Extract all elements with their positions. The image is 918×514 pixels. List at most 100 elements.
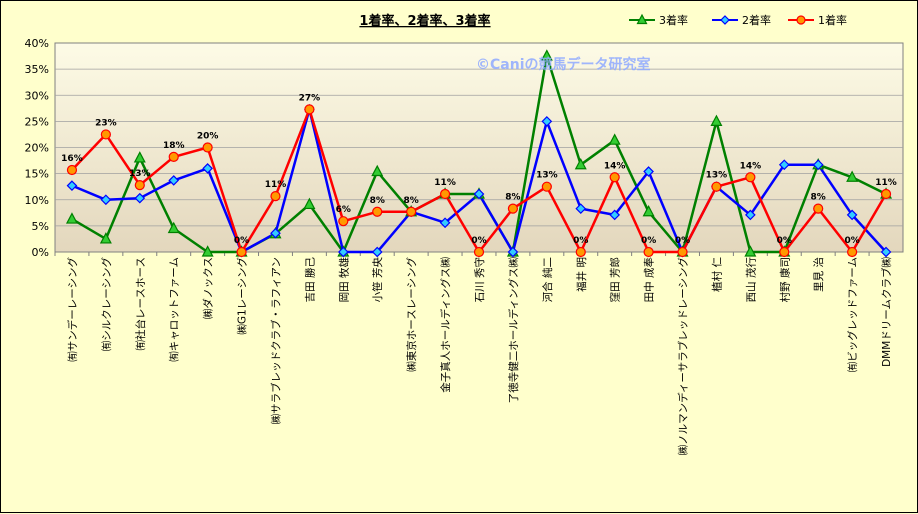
data-point (270, 227, 281, 239)
x-tick-label: ㈱ノルマンディーサラブレッドレーシング (677, 257, 690, 456)
data-point (643, 246, 654, 258)
data-point (541, 116, 553, 127)
x-tick-label: 金子真人ホールディングス㈱ (439, 257, 452, 393)
data-label: 13% (706, 171, 728, 181)
x-tick-label: 田中 成奉 (643, 257, 656, 303)
data-label: 0% (641, 236, 656, 246)
data-point (168, 175, 180, 186)
data-point (371, 164, 384, 177)
data-label: 11% (265, 180, 287, 190)
data-point (608, 133, 621, 145)
y-tick-label: 25% (25, 115, 49, 128)
data-point (439, 217, 451, 229)
data-label: 6% (336, 205, 351, 215)
data-label: 8% (811, 193, 826, 203)
data-point (439, 188, 451, 200)
data-label: 13% (536, 171, 558, 181)
data-point (711, 181, 722, 192)
data-label: 0% (234, 236, 249, 246)
chart-title: 1着率、2着率、3着率 (359, 13, 490, 29)
data-point (575, 246, 586, 258)
data-point (574, 157, 587, 170)
data-point (65, 212, 78, 224)
x-tick-label: 福井 明 (575, 257, 588, 292)
data-point (846, 209, 858, 221)
data-point (847, 246, 858, 258)
data-point (236, 246, 247, 258)
data-point (100, 129, 111, 140)
data-point (371, 246, 383, 258)
data-point (744, 245, 757, 257)
data-point (745, 209, 756, 221)
data-point (880, 188, 892, 200)
legend-label: 2着率 (742, 13, 771, 27)
data-point (337, 246, 349, 258)
data-point (202, 163, 213, 174)
data-label: 8% (505, 193, 520, 203)
legend-label: 3着率 (659, 13, 688, 27)
data-point (99, 232, 112, 244)
data-point (304, 104, 315, 115)
data-point (710, 114, 723, 126)
data-point (338, 216, 349, 227)
data-label: 13% (129, 169, 151, 179)
data-point (541, 181, 552, 192)
data-point (372, 206, 383, 217)
data-point (813, 203, 824, 214)
data-point (778, 159, 790, 171)
x-tick-label: ㈱サラブレッドクラブ・ラフィアン (269, 257, 282, 424)
data-point (575, 203, 587, 214)
data-label: 0% (471, 236, 486, 246)
series-markers (65, 49, 893, 258)
data-label: 11% (875, 178, 897, 188)
y-tick-label: 10% (25, 194, 49, 207)
x-tick-label: 了徳寺健二ホールディングス㈱ (507, 257, 520, 404)
data-point (846, 170, 859, 182)
data-label: 0% (675, 236, 690, 246)
data-point (642, 204, 655, 217)
data-point (100, 194, 112, 206)
data-labels: 16% 23% 13% 18% 20% 0% 11% 27% 6% 8% 8% 11% 0% 8% 13% 0… (61, 93, 897, 246)
x-tick-label: ㈱東京ホースレーシング (405, 257, 418, 372)
y-tick-label: 35% (25, 63, 49, 76)
x-tick-label: 植村 仁 (710, 257, 723, 292)
x-tick-label: 西山 茂行 (744, 257, 757, 303)
data-point (406, 206, 417, 217)
y-axis-ticks: 0% 5% 10% 15% 20% 25% 30% 35% 40% (25, 37, 49, 259)
y-tick-label: 20% (25, 142, 49, 155)
x-tick-label: ㈲社台レースホース (134, 257, 147, 350)
x-tick-label: 小笹 芳央 (371, 257, 384, 303)
data-point (303, 197, 316, 210)
data-point (540, 49, 553, 61)
y-tick-label: 40% (25, 37, 49, 50)
data-point (745, 172, 756, 183)
data-label: 8% (370, 196, 385, 206)
x-tick-label: 窪田 芳郎 (609, 257, 622, 302)
data-point (66, 180, 78, 191)
x-tick-label: ㈲サンデーレーシング (66, 257, 79, 362)
data-point (609, 209, 621, 221)
x-tick-label: 村野 康司 (778, 257, 791, 302)
x-tick-label: 岡田 牧雄 (337, 257, 350, 302)
y-tick-label: 5% (32, 220, 49, 233)
data-label: 27% (299, 93, 321, 103)
data-point (812, 159, 824, 171)
y-tick-label: 30% (25, 89, 49, 102)
data-label: 16% (61, 154, 83, 164)
x-tick-label: 吉田 勝己 (303, 257, 316, 303)
data-label: 14% (740, 161, 762, 171)
x-tick-label: ㈲シルクレーシング (100, 257, 113, 352)
x-tick-label: ㈱ダノックス (202, 257, 215, 319)
data-point (66, 164, 78, 176)
legend-marker (636, 13, 648, 25)
data-point (880, 246, 892, 258)
x-tick-label: 里見 治 (812, 257, 825, 292)
data-point (507, 246, 519, 258)
data-point (270, 190, 281, 202)
data-label: 18% (163, 141, 185, 151)
x-tick-label: ㈲キャロットファーム (169, 257, 181, 362)
x-tick-label: DMMドリームクラブ㈱ (880, 257, 893, 367)
data-label: 8% (404, 196, 419, 206)
data-point (133, 151, 146, 163)
